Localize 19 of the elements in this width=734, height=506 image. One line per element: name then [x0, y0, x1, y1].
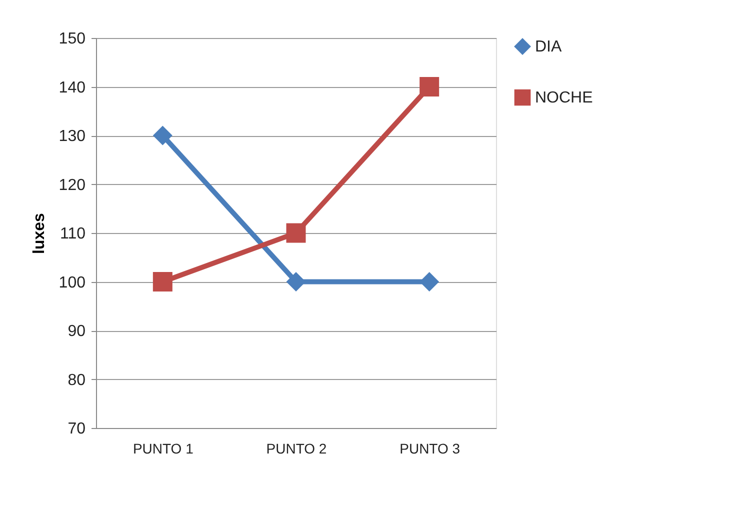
point: [152, 126, 172, 146]
point: [420, 77, 440, 96]
legend-label: NOCHE: [535, 90, 593, 106]
x-tick-label: PUNTO 2: [266, 440, 327, 456]
y-tick-label: 110: [60, 226, 86, 242]
y-axis-title: luxes: [30, 212, 48, 254]
legend-label: DIA: [535, 38, 562, 56]
y-tick-label: 70: [68, 420, 86, 438]
point: [286, 223, 306, 243]
y-tick-label: 150: [58, 30, 86, 48]
y-tick-label: 80: [68, 372, 86, 389]
x-tick-label: PUNTO 1: [132, 440, 194, 456]
y-tick-label: 130: [58, 128, 86, 145]
x-tick-label: PUNTO 3: [400, 440, 460, 456]
y-tick-label: 120: [58, 176, 86, 194]
y-tick-label: 90: [68, 323, 86, 340]
y-tick-label: 140: [58, 79, 86, 96]
y-tick-label: 100: [58, 274, 86, 292]
point: [152, 272, 172, 292]
